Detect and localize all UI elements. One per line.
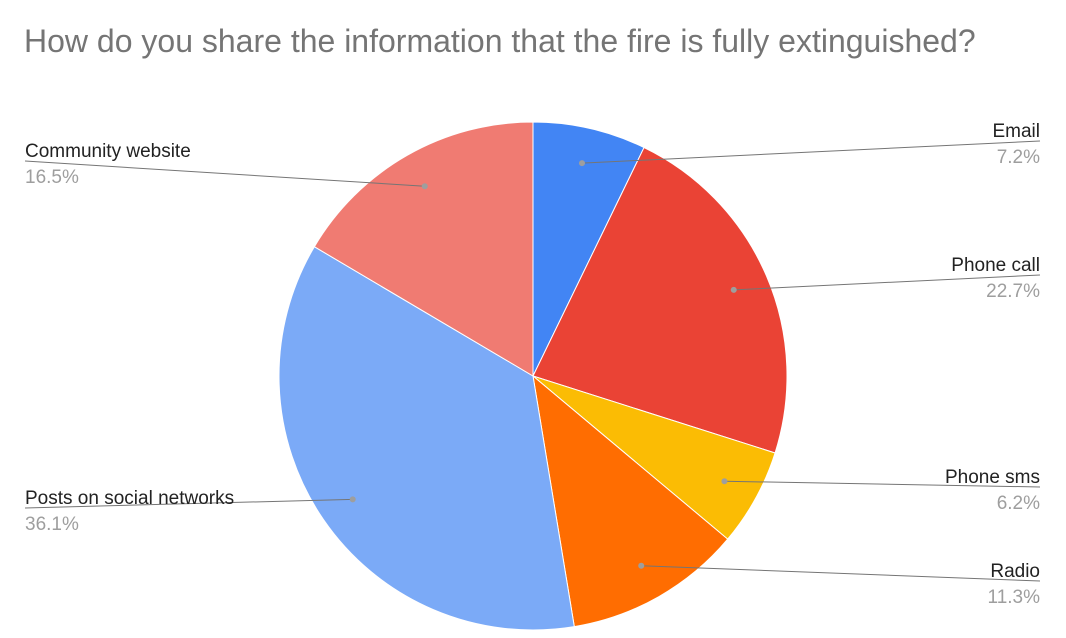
leader-dot-email [578, 160, 585, 167]
slice-label-radio: Radio [990, 561, 1040, 582]
slice-value-phone-call: 22.7% [986, 281, 1040, 302]
leader-line-phone-sms [724, 480, 1041, 488]
slice-email [532, 121, 645, 377]
slice-labels: Email 7.2% Phone call 22.7% Phone sms 6.2% Rad… [25, 121, 1040, 608]
slice-label-posts-on-social-networks: Posts on social networks [25, 488, 234, 509]
pie-slices [278, 121, 788, 631]
leader-dot-posts-on-social-networks [349, 496, 356, 503]
slice-label-community-website: Community website [25, 141, 191, 162]
slice-label-phone-call: Phone call [951, 255, 1040, 276]
leader-dot-phone-call [730, 286, 737, 293]
slice-posts-on-social-networks [278, 246, 575, 631]
slice-value-email: 7.2% [997, 147, 1040, 168]
leader-line-radio [641, 565, 1041, 582]
chart-title: How do you share the information that th… [24, 23, 976, 59]
leader-line-community-website [24, 160, 425, 187]
leader-lines [24, 140, 1041, 582]
leader-line-posts-on-social-networks [24, 498, 353, 509]
slice-label-email: Email [992, 121, 1040, 142]
slice-phone-call [532, 146, 788, 454]
slice-value-phone-sms: 6.2% [997, 493, 1040, 514]
leader-dot-phone-sms [721, 478, 728, 485]
leader-line-email [581, 140, 1041, 164]
slice-community-website [313, 121, 534, 377]
leader-dot-radio [638, 562, 645, 569]
slice-value-posts-on-social-networks: 36.1% [25, 514, 79, 535]
slice-label-phone-sms: Phone sms [945, 467, 1040, 488]
slice-value-radio: 11.3% [988, 587, 1041, 608]
slice-radio [532, 374, 729, 628]
leader-dot-community-website [421, 183, 428, 190]
slice-value-community-website: 16.5% [25, 167, 79, 188]
leader-line-phone-call [733, 274, 1041, 291]
